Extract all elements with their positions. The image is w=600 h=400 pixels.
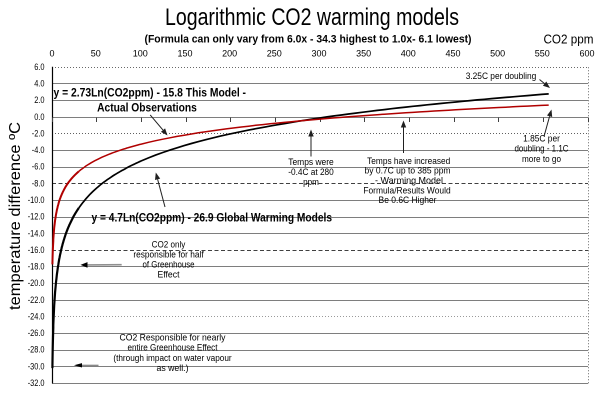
svg-text:Logarithmic CO2 warming models: Logarithmic CO2 warming models: [165, 4, 459, 31]
svg-text:CO2 only: CO2 only: [152, 239, 186, 249]
svg-text:150: 150: [177, 49, 192, 59]
svg-text:-6.0: -6.0: [32, 162, 45, 172]
svg-text:-14.0: -14.0: [28, 228, 45, 238]
svg-text:Formula/Results Would: Formula/Results Would: [363, 185, 450, 195]
svg-text:doubling - 1.1C: doubling - 1.1C: [514, 144, 569, 154]
svg-text:by 0.7C up to 385 ppm: by 0.7C up to 385 ppm: [365, 166, 451, 176]
svg-text:Temps have increased: Temps have increased: [367, 156, 450, 166]
svg-text:200: 200: [222, 49, 237, 59]
svg-text:Be 0.6C Higher: Be 0.6C Higher: [379, 195, 437, 205]
svg-text:-26.0: -26.0: [28, 328, 45, 338]
svg-text:450: 450: [445, 49, 460, 59]
svg-text:-22.0: -22.0: [28, 295, 45, 305]
svg-text:-4.0: -4.0: [32, 145, 45, 155]
svg-text:temperature difference ºC: temperature difference ºC: [7, 122, 24, 310]
svg-text:50: 50: [91, 49, 101, 59]
svg-text:-30.0: -30.0: [28, 361, 45, 371]
svg-text:400: 400: [401, 49, 416, 59]
svg-text:550: 550: [535, 49, 550, 59]
svg-text:0: 0: [49, 49, 54, 59]
svg-text:-10.0: -10.0: [28, 195, 45, 205]
svg-text:-28.0: -28.0: [28, 345, 45, 355]
svg-text:-2.0: -2.0: [32, 128, 45, 138]
svg-text:as well.): as well.): [157, 363, 189, 373]
svg-text:Effect: Effect: [158, 270, 180, 280]
svg-text:CO2 ppm: CO2 ppm: [544, 32, 594, 46]
svg-text:- Warming Model: - Warming Model: [375, 176, 443, 186]
svg-text:-18.0: -18.0: [28, 262, 45, 272]
svg-text:0.0: 0.0: [34, 112, 44, 122]
svg-text:(through impact on water vapou: (through impact on water vapour: [113, 353, 231, 363]
svg-text:responsible for half: responsible for half: [133, 249, 204, 259]
svg-text:100: 100: [133, 49, 148, 59]
svg-text:y = 4.7Ln(CO2ppm) - 26.9 Globa: y = 4.7Ln(CO2ppm) - 26.9 Global Warming …: [92, 211, 333, 225]
svg-text:4.0: 4.0: [34, 79, 44, 89]
svg-text:y = 2.73Ln(CO2ppm) - 15.8 This: y = 2.73Ln(CO2ppm) - 15.8 This Model -: [54, 85, 247, 99]
svg-text:Actual Observations: Actual Observations: [97, 101, 197, 115]
svg-text:600: 600: [579, 49, 594, 59]
svg-text:ppm: ppm: [303, 177, 319, 187]
svg-text:more to go: more to go: [522, 154, 561, 164]
svg-text:-32.0: -32.0: [28, 378, 45, 388]
svg-text:entire Greenhouse Effect: entire Greenhouse Effect: [128, 343, 218, 353]
svg-text:Temps were: Temps were: [288, 157, 334, 167]
svg-text:350: 350: [356, 49, 371, 59]
svg-text:CO2 Responsible for nearly: CO2 Responsible for nearly: [120, 333, 226, 343]
svg-text:6.0: 6.0: [34, 62, 44, 72]
svg-text:-20.0: -20.0: [28, 278, 45, 288]
svg-text:3.25C per doubling: 3.25C per doubling: [466, 71, 537, 81]
svg-text:-16.0: -16.0: [28, 245, 45, 255]
svg-text:of Greenhouse: of Greenhouse: [143, 260, 195, 270]
svg-text:500: 500: [490, 49, 505, 59]
svg-text:250: 250: [267, 49, 282, 59]
svg-text:(Formula can only vary from 6.: (Formula can only vary from 6.0x - 34.3 …: [145, 33, 472, 45]
svg-text:2.0: 2.0: [34, 95, 44, 105]
svg-text:1.85C per: 1.85C per: [523, 134, 560, 144]
svg-text:-12.0: -12.0: [28, 212, 45, 222]
svg-text:-0.4C at 280: -0.4C at 280: [288, 167, 334, 177]
svg-text:-24.0: -24.0: [28, 312, 45, 322]
svg-text:300: 300: [311, 49, 326, 59]
svg-text:-8.0: -8.0: [32, 178, 45, 188]
